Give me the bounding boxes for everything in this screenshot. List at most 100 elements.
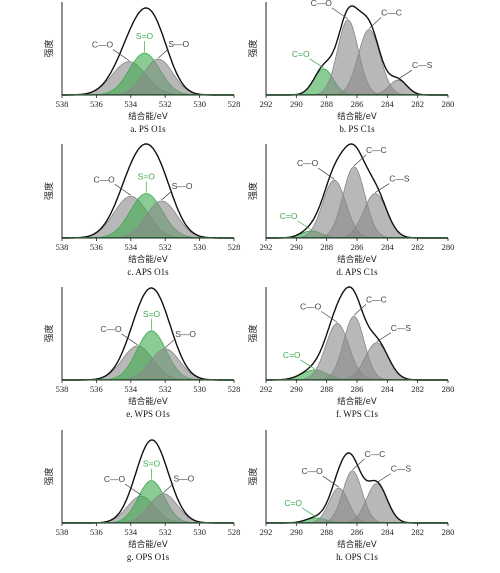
annotation-leader-f [376,332,391,343]
caption-h: h. OPS C1s [336,552,378,562]
caption-b: b. PS C1s [339,124,375,134]
x-tick-label-g: 538 [56,527,69,537]
x-tick-label-e: 534 [124,384,138,394]
x-tick-label-d: 280 [442,242,455,252]
x-axis-title-b: 结合能/eV [337,111,377,122]
annotation-leader-g [124,483,142,496]
x-axis-title-c: 结合能/eV [128,254,168,265]
x-tick-label-f: 280 [442,384,455,394]
x-tick-label-g: 536 [90,527,103,537]
y-axis-label-g: 强度 [43,467,55,485]
x-axis-title-d: 结合能/eV [337,254,377,265]
annotation-c-C—O: C—O [94,174,116,184]
x-tick-label-e: 536 [90,384,103,394]
peak-f-C—C [266,315,448,381]
annotation-d-C—O: C—O [297,158,319,168]
x-tick-label-d: 292 [260,242,273,252]
annotation-leader-b [309,58,324,69]
annotation-h-C—O: C—O [302,466,324,476]
x-tick-label-b: 290 [290,99,303,109]
x-tick-label-e: 538 [56,384,69,394]
annotation-e-C—O: C—O [100,324,122,334]
caption-e: e. WPS O1s [126,409,170,419]
annotation-e-S=O: S=O [143,309,161,319]
annotation-leader-d [375,183,390,193]
annotation-e-S—O: S—O [175,329,196,339]
x-tick-label-e: 528 [228,384,241,394]
annotation-leader-h [376,473,391,483]
x-tick-label-d: 288 [320,242,333,252]
annotation-d-C—S: C—S [389,174,410,184]
x-tick-label-h: 290 [290,527,303,537]
caption-g: g. OPS O1s [127,552,170,562]
x-tick-label-e: 530 [193,384,206,394]
x-tick-label-c: 530 [193,242,206,252]
annotation-a-C—O: C—O [92,40,114,50]
annotation-leader-e [164,338,176,349]
x-axis-title-g: 结合能/eV [128,539,168,550]
annotation-leader-d [297,220,312,231]
x-tick-label-b: 282 [411,99,424,109]
annotation-leader-b [368,17,382,29]
x-tick-label-f: 286 [351,384,364,394]
x-tick-label-b: 288 [320,99,333,109]
annotation-leader-a [112,49,130,61]
x-tick-label-h: 282 [411,527,424,537]
annotation-b-C—C: C—C [381,7,402,17]
x-tick-label-c: 538 [56,242,69,252]
y-axis-label-b: 强度 [247,39,259,57]
caption-d: d. APS C1s [336,267,378,277]
caption-c: c. APS O1s [127,267,169,277]
x-tick-label-b: 286 [351,99,364,109]
annotation-h-C—S: C—S [391,464,412,474]
x-tick-label-b: 280 [442,99,455,109]
annotation-leader-f [321,311,338,323]
x-tick-label-h: 292 [260,527,273,537]
caption-f: f. WPS C1s [336,409,379,419]
x-axis-title-a: 结合能/eV [128,111,168,122]
x-tick-label-h: 286 [351,527,364,537]
y-axis-label-d: 强度 [247,182,259,200]
x-tick-label-d: 282 [411,242,424,252]
caption-a: a. PS O1s [130,124,166,134]
annotation-leader-d [353,154,367,167]
x-tick-label-f: 292 [260,384,273,394]
annotation-c-S=O: S=O [138,172,156,182]
y-axis-label-c: 强度 [43,182,55,200]
x-tick-label-e: 532 [159,384,172,394]
annotation-c-S—O: S—O [172,181,193,191]
annotation-h-C—C: C—C [364,449,385,459]
x-axis-title-f: 结合能/eV [337,396,377,407]
y-axis-label-e: 强度 [43,324,55,342]
x-tick-label-f: 282 [411,384,424,394]
x-tick-label-f: 288 [320,384,333,394]
annotation-b-C—S: C—S [412,60,433,70]
x-tick-label-a: 536 [90,99,103,109]
annotation-d-C=O: C=O [280,211,298,221]
annotation-f-C—S: C—S [391,323,412,333]
x-tick-label-c: 536 [90,242,103,252]
annotation-leader-h [301,507,317,518]
x-tick-label-b: 284 [381,99,395,109]
annotation-leader-h [352,458,365,471]
annotation-g-C—O: C—O [104,474,126,484]
x-tick-label-f: 284 [381,384,395,394]
x-tick-label-a: 528 [228,99,241,109]
x-tick-label-g: 530 [193,527,206,537]
annotation-leader-c [161,190,172,201]
x-axis-title-h: 结合能/eV [337,539,377,550]
x-tick-label-h: 284 [381,527,395,537]
x-tick-label-g: 534 [124,527,138,537]
x-tick-label-g: 528 [228,527,241,537]
annotation-leader-g [163,483,174,493]
annotation-leader-d [318,167,335,180]
annotation-f-C—O: C—O [300,301,322,311]
y-axis-label-f: 强度 [247,324,259,342]
x-tick-label-h: 288 [320,527,333,537]
x-tick-label-a: 538 [56,99,69,109]
